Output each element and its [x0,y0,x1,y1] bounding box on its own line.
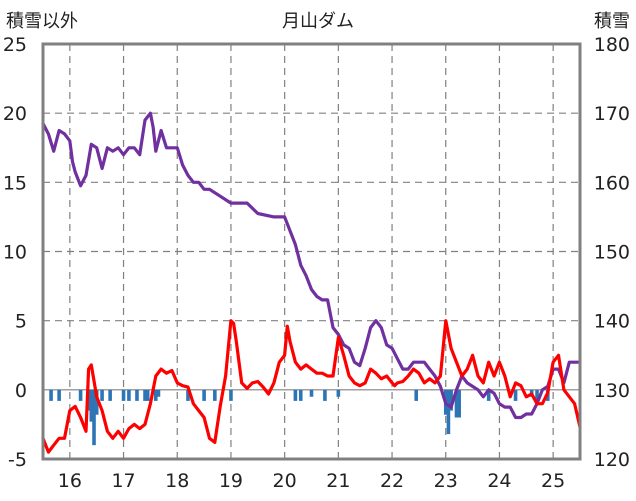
right-axis-label: 積雪 [594,11,630,32]
right-tick-labels: 180 170 160 150 140 130 120 [594,34,630,471]
x-tick-label: 21 [326,470,350,492]
precip-bar [89,389,94,422]
precip-bar [100,389,104,401]
series-lines [41,111,582,454]
precip-bar [121,389,126,401]
precip-bar [202,389,206,401]
precip-bar [186,389,190,401]
x-tick-labels: 16 17 18 19 20 21 22 23 24 25 [58,470,565,492]
x-tick-label: 17 [111,470,135,492]
precip-bars [49,389,550,446]
x-tick-label: 22 [380,470,404,492]
temperature-line [41,319,582,454]
precip-bar [323,389,327,401]
precip-bar [49,389,53,401]
x-tick-label: 18 [165,470,189,492]
left-tick-label: 25 [3,34,27,56]
precip-bar [454,389,459,418]
x-tick-label: 16 [58,470,82,492]
x-tick-label: 23 [434,470,458,492]
plot-frame [41,42,582,461]
left-tick-labels: 25 20 15 10 5 0 -5 [3,34,27,471]
precip-bar [108,389,112,401]
precip-bar [513,389,518,401]
chart-title: 月山ダム [282,11,354,32]
precip-bar [57,389,61,401]
precip-bar [143,389,147,401]
x-tick-label: 20 [273,470,297,492]
precip-bar [298,389,303,401]
precip-bar [309,389,314,397]
left-tick-label: 5 [15,311,27,333]
precip-bar [535,389,539,401]
precip-bar [293,389,298,401]
precip-bar [94,389,99,415]
precip-bar [414,389,419,401]
precip-bar [145,389,150,401]
precip-bar [127,389,131,401]
precip-bar [449,389,453,411]
left-tick-label: 15 [3,172,27,194]
left-tick-label: 0 [15,380,27,402]
snow-line [41,111,582,420]
right-tick-label: 120 [594,449,630,471]
precip-bar [336,389,341,397]
precip-bar [213,389,217,401]
right-tick-label: 170 [594,103,630,125]
precip-bar [153,389,158,401]
right-tick-label: 160 [594,172,630,194]
left-tick-label: 10 [3,242,27,264]
precip-bar [457,389,461,418]
left-tick-label: -5 [8,449,27,471]
precip-bar [135,389,139,401]
right-tick-label: 180 [594,34,630,56]
left-axis-label: 積雪以外 [6,11,78,32]
left-tick-label: 20 [3,103,27,125]
precip-bar [486,389,491,401]
x-tick-label: 24 [487,470,511,492]
x-tick-label: 19 [219,470,243,492]
precip-bar [78,389,83,401]
right-tick-label: 140 [594,311,630,333]
precip-bar [92,389,96,446]
precip-bar [446,389,451,435]
precip-bar [229,389,233,401]
right-tick-label: 150 [594,242,630,264]
right-tick-label: 130 [594,380,630,402]
precip-bar [156,389,161,397]
x-tick-label: 25 [541,470,565,492]
